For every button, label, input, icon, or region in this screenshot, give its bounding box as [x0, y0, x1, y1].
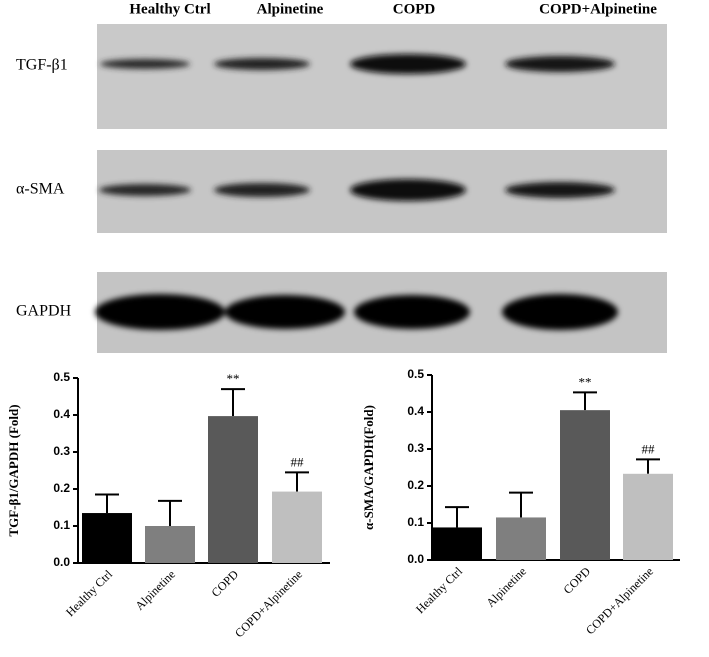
western-blot: Healthy Ctrl Alpinetine COPD COPD+Alpine… — [16, 1, 667, 353]
x-tick-label: COPD — [209, 567, 242, 600]
bar — [272, 491, 322, 563]
y-tick-label: 0.4 — [53, 407, 70, 421]
x-tick-label: COPD — [561, 564, 594, 597]
x-tick-label: Healthy Ctrl — [63, 567, 116, 620]
y-tick-label: 0.5 — [53, 370, 70, 384]
lane-label: Healthy Ctrl — [129, 1, 210, 17]
significance-label: ** — [579, 374, 592, 389]
significance-label: ** — [227, 371, 240, 386]
blot-panel — [97, 24, 667, 129]
bar — [623, 473, 673, 560]
x-tick-label: Alpinetine — [483, 564, 529, 610]
lane-label: Alpinetine — [257, 1, 324, 17]
y-tick-label: 0.0 — [53, 555, 70, 569]
row-label: TGF-β1 — [16, 57, 68, 74]
lane-label: COPD+Alpinetine — [539, 1, 657, 17]
y-axis-label: α-SMA/GAPDH(Fold) — [361, 405, 376, 530]
y-tick-label: 0.3 — [53, 444, 70, 458]
bar — [208, 416, 258, 563]
y-tick-label: 0.1 — [53, 518, 70, 532]
significance-label: ## — [642, 441, 656, 456]
bar — [496, 517, 546, 560]
x-tick-label: Healthy Ctrl — [413, 564, 466, 617]
bands — [95, 54, 618, 330]
y-tick-label: 0.5 — [407, 367, 424, 381]
row-label: GAPDH — [16, 303, 72, 320]
bar — [145, 526, 195, 563]
row-label: α-SMA — [16, 181, 65, 198]
x-tick-label: COPD+Alpinetine — [583, 564, 656, 637]
y-tick-label: 0.1 — [407, 515, 424, 529]
bar — [560, 410, 610, 560]
x-tick-label: Alpinetine — [132, 567, 178, 613]
significance-label: ## — [291, 454, 305, 469]
y-tick-label: 0.3 — [407, 441, 424, 455]
y-tick-label: 0.2 — [407, 478, 424, 492]
bar — [432, 527, 482, 560]
y-tick-label: 0.4 — [407, 404, 424, 418]
x-tick-label: COPD+Alpinetine — [232, 567, 305, 640]
y-tick-label: 0.2 — [53, 481, 70, 495]
bar — [82, 513, 132, 563]
y-axis-label: TGF-β1/GAPDH (Fold) — [6, 404, 21, 536]
lane-label: COPD — [393, 1, 436, 17]
y-tick-label: 0.0 — [407, 552, 424, 566]
